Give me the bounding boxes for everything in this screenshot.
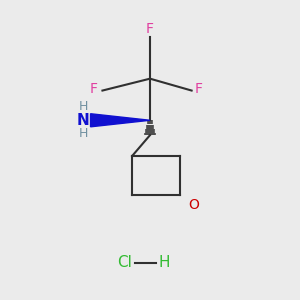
Text: N: N [77, 113, 89, 128]
Polygon shape [91, 114, 150, 127]
Text: Cl: Cl [117, 255, 132, 270]
Text: H: H [159, 255, 170, 270]
Text: H: H [78, 100, 88, 113]
Text: O: O [189, 198, 200, 212]
Text: F: F [146, 22, 154, 36]
Text: H: H [78, 127, 88, 140]
Text: F: F [195, 82, 203, 96]
Text: F: F [90, 82, 98, 96]
